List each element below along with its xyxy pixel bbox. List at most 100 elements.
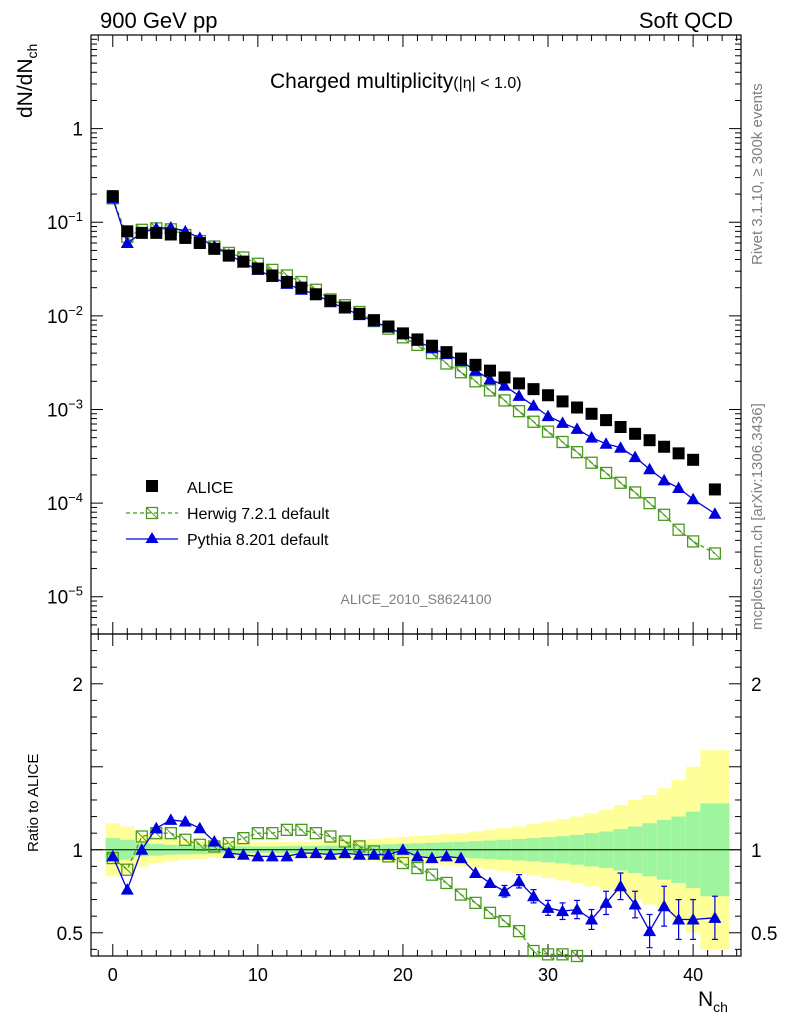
alice-point xyxy=(266,269,279,282)
pythia-point xyxy=(614,441,628,453)
ratio-herwig-point xyxy=(440,876,453,890)
alice-point xyxy=(338,301,351,314)
alice-point xyxy=(571,401,584,414)
header-right: Soft QCD xyxy=(639,8,733,33)
ratio-pythia-point xyxy=(527,889,541,902)
alice-point xyxy=(367,314,380,327)
ratio-pythia-point xyxy=(454,851,468,864)
herwig-point-diag xyxy=(556,436,569,448)
pythia-point xyxy=(498,379,512,391)
main-y-tick-label: 10−2 xyxy=(47,303,83,328)
alice-point xyxy=(295,281,308,294)
ratio-herwig-point-diag xyxy=(339,835,351,848)
ratio-herwig-point xyxy=(309,827,323,840)
ratio-pythia-point xyxy=(410,849,424,862)
pythia-point xyxy=(599,437,613,449)
herwig-point-diag xyxy=(600,467,612,479)
legend-marker-herwig-diag xyxy=(146,507,158,519)
ratio-pythia-point xyxy=(178,815,192,827)
main-y-tick-label: 10−5 xyxy=(47,584,83,609)
ratio-pythia-point xyxy=(106,849,120,862)
ratio-herwig-point-diag xyxy=(455,888,467,901)
herwig-point-diag xyxy=(571,446,583,459)
pythia-point xyxy=(585,431,599,443)
herwig-point xyxy=(469,375,482,388)
alice-point xyxy=(280,276,293,289)
alice-point xyxy=(382,320,395,333)
ratio-herwig-point-diag xyxy=(513,925,525,937)
herwig-point xyxy=(672,523,685,536)
ratio-pythia-point xyxy=(338,846,352,859)
ratio-herwig-point xyxy=(512,924,526,938)
x-tick-label: 30 xyxy=(538,965,558,985)
legend-label-herwig: Herwig 7.2.1 default xyxy=(187,506,330,523)
ratio-herwig-point-diag xyxy=(440,877,453,889)
herwig-point-diag xyxy=(513,405,525,418)
alice-point xyxy=(135,226,148,239)
ratio-pythia-point xyxy=(396,843,410,855)
herwig-point xyxy=(498,394,511,407)
alice-point xyxy=(425,339,438,352)
herwig-point-diag xyxy=(440,357,453,370)
ratio-herwig-point-diag xyxy=(571,950,583,962)
ratio-pythia-point xyxy=(686,912,700,925)
alice-point xyxy=(208,242,221,255)
ratio-herwig-point xyxy=(164,827,177,840)
ratio-pythia-point xyxy=(294,846,308,859)
herwig-point xyxy=(686,535,700,548)
legend-label-pythia: Pythia 8.201 default xyxy=(187,532,329,549)
legend-entry-pythia: Pythia 8.201 default xyxy=(126,532,329,549)
herwig-point-diag xyxy=(658,508,670,521)
alice-point xyxy=(251,262,264,275)
alice-point xyxy=(396,327,409,340)
herwig-point-diag xyxy=(709,547,721,560)
ratio-herwig-point-diag xyxy=(556,948,569,961)
pythia-point xyxy=(512,389,526,401)
alice-point xyxy=(600,414,613,427)
alice-point xyxy=(629,427,642,440)
alice-point xyxy=(672,447,685,460)
ratio-herwig-point-diag xyxy=(295,824,308,836)
mcplots-label: mcplots.cern.ch [arXiv:1306.3436] xyxy=(749,403,766,630)
alice-point xyxy=(222,249,235,262)
legend-marker-alice xyxy=(146,480,158,492)
alice-point xyxy=(643,434,656,447)
ratio-herwig-point xyxy=(266,827,279,840)
alice-point xyxy=(121,225,134,238)
ratio-pythia-point xyxy=(468,866,482,879)
herwig-point xyxy=(614,476,627,489)
ratio-herwig-point xyxy=(135,830,148,843)
ratio-herwig-point-diag xyxy=(469,897,482,909)
herwig-point xyxy=(512,405,526,418)
herwig-point xyxy=(657,508,671,521)
alice-point xyxy=(309,288,322,301)
herwig-point-diag xyxy=(484,384,496,397)
legend-entry-herwig: Herwig 7.2.1 default xyxy=(126,506,330,523)
alice-point xyxy=(324,294,337,307)
ratio-herwig-point xyxy=(483,906,497,919)
alice-point xyxy=(585,407,598,420)
herwig-point xyxy=(708,547,722,560)
ratio-pythia-point xyxy=(164,813,178,825)
ratio-herwig-point xyxy=(411,861,424,875)
ratio-herwig-point-diag xyxy=(164,827,177,840)
ratio-y-tick-label-right: 1 xyxy=(751,841,762,862)
ratio-herwig-point xyxy=(280,823,294,837)
herwig-point xyxy=(628,486,642,499)
ratio-herwig-point-diag xyxy=(222,837,235,849)
ratio-herwig-point xyxy=(121,863,134,876)
ratio-pythia-point xyxy=(309,846,323,859)
alice-point xyxy=(454,352,467,365)
herwig-point-diag xyxy=(527,415,540,428)
ratio-herwig-point xyxy=(179,833,192,846)
herwig-line xyxy=(112,198,716,555)
ratio-herwig-line xyxy=(112,829,578,957)
ratio-herwig-point-diag xyxy=(542,948,554,961)
ratio-pythia-point xyxy=(483,876,497,888)
ratio-pythia-point xyxy=(439,849,453,862)
ratio-herwig-point xyxy=(570,949,584,963)
x-tick-label: 40 xyxy=(683,965,703,985)
alice-point xyxy=(513,377,526,390)
x-axis-label: Nch xyxy=(698,988,728,1015)
ratio-frame xyxy=(90,633,742,957)
